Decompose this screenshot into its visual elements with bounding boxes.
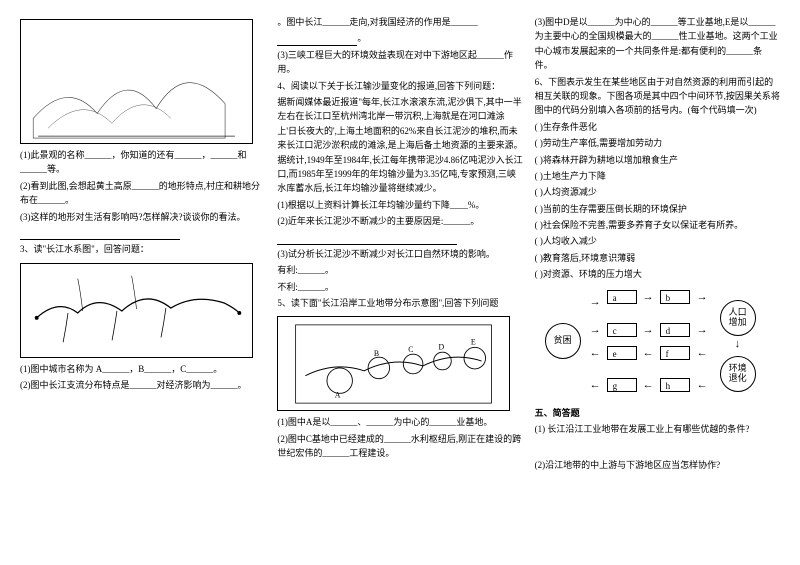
q4-body: 据新闻媒体最近报道"每年,长江水滚滚东流,泥沙俱下,其中一半左右在长江口至杭州湾… <box>277 95 522 196</box>
box-h: h <box>660 378 690 392</box>
q4-3a: (3)试分析长江泥沙不断减少对长江口自然环境的影响。 <box>277 247 522 261</box>
pop-node: 人口增加 <box>720 300 756 336</box>
column-2: 。图中长江______走向,对我国经济的作用是______ 。 (3)三峡工程巨… <box>277 15 522 550</box>
box-c: c <box>607 323 637 337</box>
q5-3: (3)图中D是以______为中心的______等工业基地,E是以______为… <box>535 15 780 73</box>
svg-text:C: C <box>409 346 414 355</box>
sa-2: (2)沿江地带的中上游与下游地区应当怎样协作? <box>535 458 780 472</box>
q6-title: 6、下图表示发生在某些地区由于对自然资源的利用而引起的相互关联的现象。下图各项是… <box>535 75 780 118</box>
box-a: a <box>607 290 637 304</box>
box-e: e <box>607 346 637 360</box>
section-5-title: 五、简答题 <box>535 406 780 420</box>
q3-3: (3)三峡工程巨大的环境效益表现在对中下游地区起______作用。 <box>277 48 522 77</box>
q5-1: (1)图中A是以______、______为中心的______业基地。 <box>277 415 522 429</box>
svg-text:B: B <box>374 350 379 359</box>
box-f: f <box>660 346 690 360</box>
q4-3b: 有利:______。 <box>277 263 522 277</box>
box-g: g <box>607 378 637 392</box>
cycle-diagram: a b 贫困 人口增加 环境退化 c d e f g h → → → → → →… <box>535 288 768 398</box>
env-node: 环境退化 <box>720 356 756 392</box>
svg-text:A: A <box>335 391 341 400</box>
industrial-map: A B C D E <box>277 316 510 411</box>
landscape-image <box>20 19 253 144</box>
q4-3c: 不利:______。 <box>277 280 522 294</box>
box-b: b <box>660 290 690 304</box>
q4-2: (2)近年来长江泥沙不断减少的主要原因是:______。 <box>277 214 522 228</box>
box-d: d <box>660 323 690 337</box>
q5-2: (2)图中C基地中已经建成的______水利枢纽后,刚正在建设的跨世纪宏伟的__… <box>277 432 522 461</box>
q5-title: 5、读下面"长江沿岸工业地带分布示意图",回答下列问题 <box>277 296 522 310</box>
sa-1: (1) 长江沿江工业地带在发展工业上有哪些优越的条件? <box>535 422 780 436</box>
q3-2: (2)图中长江支流分布特点是______对经济影响为______。 <box>20 378 265 392</box>
q3-title: 3、读"长江水系图"，回答问题： <box>20 242 265 256</box>
q1-2: (2)看到此图,会想起黄土高原______的地形特点,村庄和耕地分布在_____… <box>20 179 265 208</box>
column-3: (3)图中D是以______为中心的______等工业基地,E是以______为… <box>535 15 780 550</box>
q3-1: (1)图中城市名称为 A______，B______，C______。 <box>20 362 265 376</box>
q3-cont: 。图中长江______走向,对我国经济的作用是______ <box>277 15 522 29</box>
svg-text:E: E <box>471 338 476 347</box>
poverty-node: 贫困 <box>545 323 581 359</box>
svg-text:D: D <box>439 343 445 352</box>
yangtze-map <box>20 263 253 358</box>
q1-3: (3)这样的地形对生活有影响吗?怎样解决?谈谈你的看法。 <box>20 210 265 224</box>
q4-title: 4、阅读以下关于长江输沙量变化的报道,回答下列问题： <box>277 79 522 93</box>
options-list: ( )生存条件恶化 ( )劳动生产率低,需要增加劳动力 ( )将森林开辟为耕地以… <box>535 120 780 284</box>
column-1: (1)此景观的名称______，你知道的还有______，______和____… <box>20 15 265 550</box>
q4-1: (1)根据以上资料计算长江年均输沙量约下降____%。 <box>277 198 522 212</box>
q1-1: (1)此景观的名称______，你知道的还有______，______和____… <box>20 148 265 177</box>
